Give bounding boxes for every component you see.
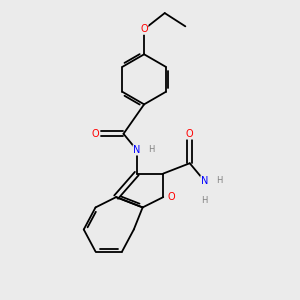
Text: N: N [133, 145, 140, 155]
Text: H: H [201, 196, 208, 205]
Text: H: H [148, 146, 155, 154]
Text: O: O [91, 129, 99, 139]
Text: O: O [140, 24, 148, 34]
Text: O: O [186, 129, 194, 139]
Text: N: N [201, 176, 208, 186]
Text: H: H [216, 176, 222, 185]
Text: O: O [168, 192, 175, 202]
